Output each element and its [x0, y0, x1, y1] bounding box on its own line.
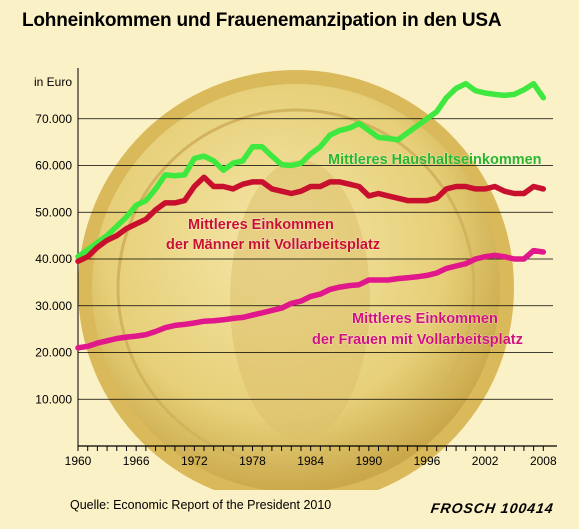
series-label-women-income: Mittleres Einkommen	[352, 311, 498, 327]
y-tick-label: 50.000	[35, 205, 72, 219]
y-tick-labels: 10.000 20.000 30.000 40.000 50.000 60.000 70.0…	[35, 112, 72, 407]
source-note: Quelle: Economic Report of the President…	[70, 498, 332, 512]
series-label-men-income: Mittleres Einkommen	[188, 217, 334, 233]
coin-illustration	[78, 70, 514, 490]
series-label-men-income: der Männer mit Vollarbeitsplatz	[166, 237, 380, 253]
x-tick-label: 1984	[297, 454, 324, 468]
y-tick-label: 10.000	[35, 392, 72, 406]
chart-title: Lohneinkommen und Frauenemanzipation in …	[22, 10, 502, 31]
series-label-household-income: Mittleres Haushaltseinkommen	[328, 152, 542, 168]
y-tick-label: 70.000	[35, 112, 72, 126]
y-tick-label: 30.000	[35, 299, 72, 313]
x-tick-labels: 1960 1966 1972 1978 1984 1990 1996 2002 2008	[65, 454, 557, 468]
grid-lines	[78, 118, 553, 400]
series-lines	[75, 80, 547, 351]
x-tick-label: 1990	[355, 454, 382, 468]
series-label-women-income: der Frauen mit Vollarbeitsplatz	[312, 332, 523, 348]
x-tick-label: 1960	[65, 454, 92, 468]
x-tick-label: 1966	[123, 454, 150, 468]
x-tick-label: 1978	[239, 454, 266, 468]
y-tick-label: 60.000	[35, 159, 72, 173]
artist-signature: FROSCH 100414	[429, 500, 555, 516]
x-tick-label: 1972	[181, 454, 208, 468]
series-line-household-income	[75, 80, 547, 260]
series-labels: Mittleres Haushaltseinkommen Mittleres Ei…	[166, 152, 542, 348]
y-tick-label: 40.000	[35, 252, 72, 266]
x-tick-label: 2008	[530, 454, 557, 468]
series-line-women-income	[75, 247, 547, 351]
y-axis-unit-label: in Euro	[34, 75, 72, 89]
y-tick-label: 20.000	[35, 346, 72, 360]
series-line-men-income	[75, 174, 547, 265]
x-tick-label: 2002	[472, 454, 499, 468]
line-chart: 10.000 20.000 30.000 40.000 50.000 60.000 70.0…	[34, 68, 557, 490]
coin-inner-ring	[116, 108, 476, 468]
x-tick-label: 1996	[414, 454, 441, 468]
